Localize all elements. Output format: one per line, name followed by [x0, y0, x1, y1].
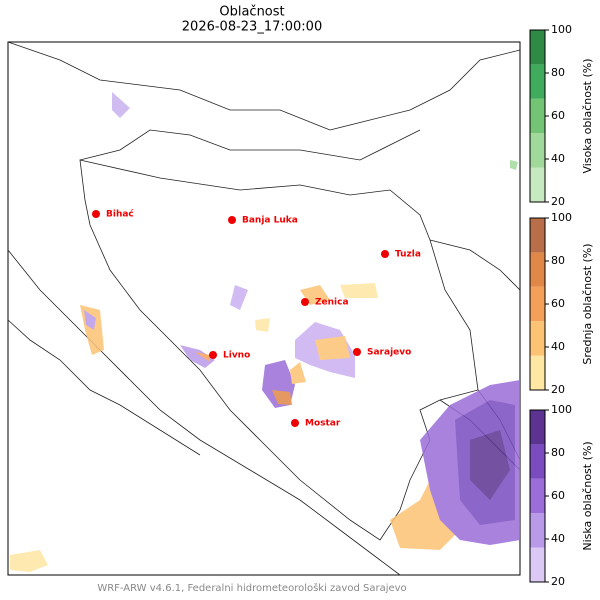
colorbar-tick-label: 20 — [551, 575, 565, 588]
colorbar-tick-label: 100 — [551, 23, 572, 36]
colorbar-label: Visoka oblačnost (%) — [581, 58, 594, 173]
colorbar-tick-label: 20 — [551, 383, 565, 396]
colorbar-tick-label: 80 — [551, 66, 565, 79]
colorbar-band — [530, 513, 545, 548]
city-label: Livno — [223, 351, 250, 361]
subtitle: 2026-08-23_17:00:00 — [182, 20, 322, 35]
colorbar-tick-label: 60 — [551, 109, 565, 122]
colorbar-label: Srednja oblačnost (%) — [581, 243, 594, 364]
colorbar-tick-label: 60 — [551, 489, 565, 502]
cloud-areas — [10, 92, 520, 572]
colorbar-band — [530, 98, 545, 134]
colorbar-band — [530, 547, 545, 582]
colorbar-band — [530, 410, 545, 445]
colorbar-band — [530, 30, 545, 65]
title: Oblačnost — [219, 5, 284, 20]
city-label: Mostar — [305, 419, 341, 429]
colorbar-label: Niska oblačnost (%) — [581, 441, 594, 550]
colorbar-band — [530, 252, 545, 287]
colorbar-tick-label: 100 — [551, 211, 572, 224]
city-label: Sarajevo — [367, 348, 411, 358]
city-label: Zenica — [315, 298, 349, 308]
colorbar-band — [530, 218, 545, 253]
footer: WRF-ARW v4.6.1, Federalni hidrometeorolo… — [97, 582, 406, 594]
city-label: Banja Luka — [242, 216, 298, 226]
colorbar-tick-label: 20 — [551, 195, 565, 208]
colorbar-band — [530, 133, 545, 168]
city-label: Bihać — [106, 209, 134, 220]
colorbar-band — [530, 321, 545, 356]
city-marker — [381, 250, 389, 258]
colorbar-band — [530, 478, 545, 514]
city-label: Tuzla — [395, 250, 421, 260]
city-marker — [92, 210, 100, 218]
city-marker — [353, 348, 361, 356]
colorbar-tick-label: 40 — [551, 340, 565, 353]
colorbar-tick-label: 60 — [551, 297, 565, 310]
city-marker — [291, 419, 299, 427]
city-marker — [209, 351, 217, 359]
city-marker — [228, 216, 236, 224]
colorbar-band — [530, 444, 545, 479]
colorbar-tick-label: 40 — [551, 152, 565, 165]
city-marker — [301, 298, 309, 306]
colorbar-band — [530, 64, 545, 99]
colorbar-band — [530, 167, 545, 202]
colorbar-band — [530, 355, 545, 390]
colorbar-tick-label: 100 — [551, 403, 572, 416]
colorbar-tick-label: 40 — [551, 532, 565, 545]
colorbar-band — [530, 286, 545, 322]
colorbar-tick-label: 80 — [551, 446, 565, 459]
colorbar-tick-label: 80 — [551, 254, 565, 267]
